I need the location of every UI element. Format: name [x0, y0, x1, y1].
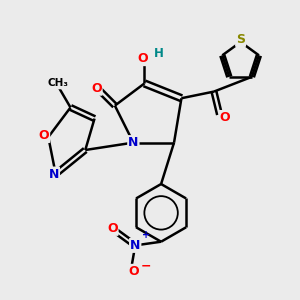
Text: −: − [141, 260, 151, 273]
Text: O: O [137, 52, 148, 65]
Text: O: O [91, 82, 102, 95]
Text: O: O [39, 129, 49, 142]
Text: N: N [128, 136, 139, 149]
Text: +: + [142, 230, 150, 240]
Text: N: N [130, 239, 140, 252]
Text: O: O [128, 265, 139, 278]
Text: S: S [236, 33, 245, 46]
Text: O: O [220, 111, 230, 124]
Text: CH₃: CH₃ [47, 78, 68, 88]
Text: N: N [49, 167, 59, 181]
Text: H: H [154, 47, 164, 60]
Text: O: O [107, 222, 118, 235]
